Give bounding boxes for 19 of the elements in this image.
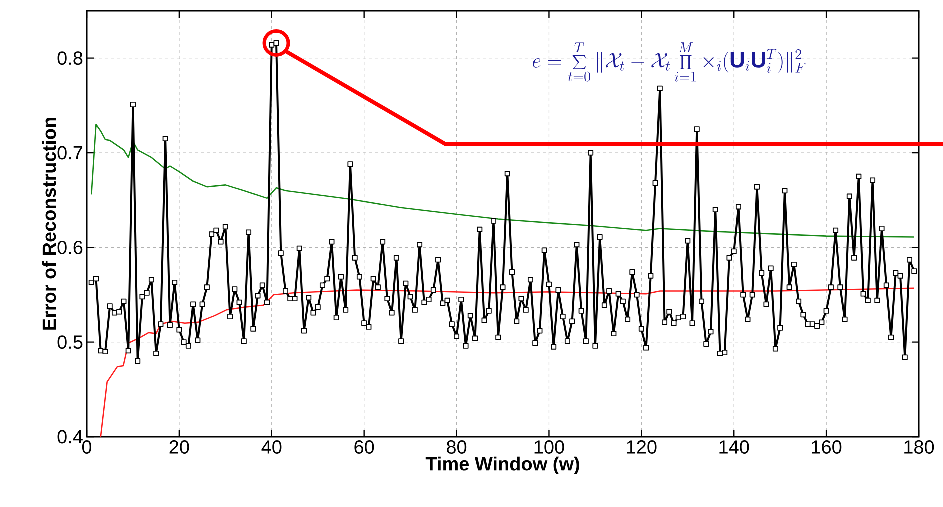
x-tick-label: 40 (262, 440, 282, 454)
y-axis-title: Error of Reconstruction (42, 118, 56, 330)
y-tick-label: 0.6 (58, 240, 83, 254)
x-tick-label: 180 (904, 440, 934, 454)
x-tick-label: 120 (627, 440, 657, 454)
x-tick-label: 140 (720, 440, 750, 454)
x-tick-label: 0 (82, 440, 92, 454)
line-series (90, 124, 916, 238)
y-tick-label: 0.7 (58, 146, 83, 160)
x-tick-label: 20 (170, 440, 190, 454)
x-tick-label: 160 (812, 440, 842, 454)
x-tick-label: 60 (354, 440, 374, 454)
y-tick-label: 0.4 (58, 430, 83, 444)
y-tick-label: 0.5 (58, 336, 83, 350)
x-tick-label: 100 (534, 440, 564, 454)
y-tick-label: 0.8 (58, 52, 83, 66)
x-tick-label: 80 (447, 440, 467, 454)
x-axis-title: Time Window (w) (426, 456, 580, 475)
annotation: $e=\sum_{t=0}^{T}\|\mathcal{X}_t-\mathcal{X}_t\prod_{i=1}^{M}\times_i(\mathbf{U}_i\mathbf{U}_i^T)\|_F^2$ (533, 42, 806, 82)
